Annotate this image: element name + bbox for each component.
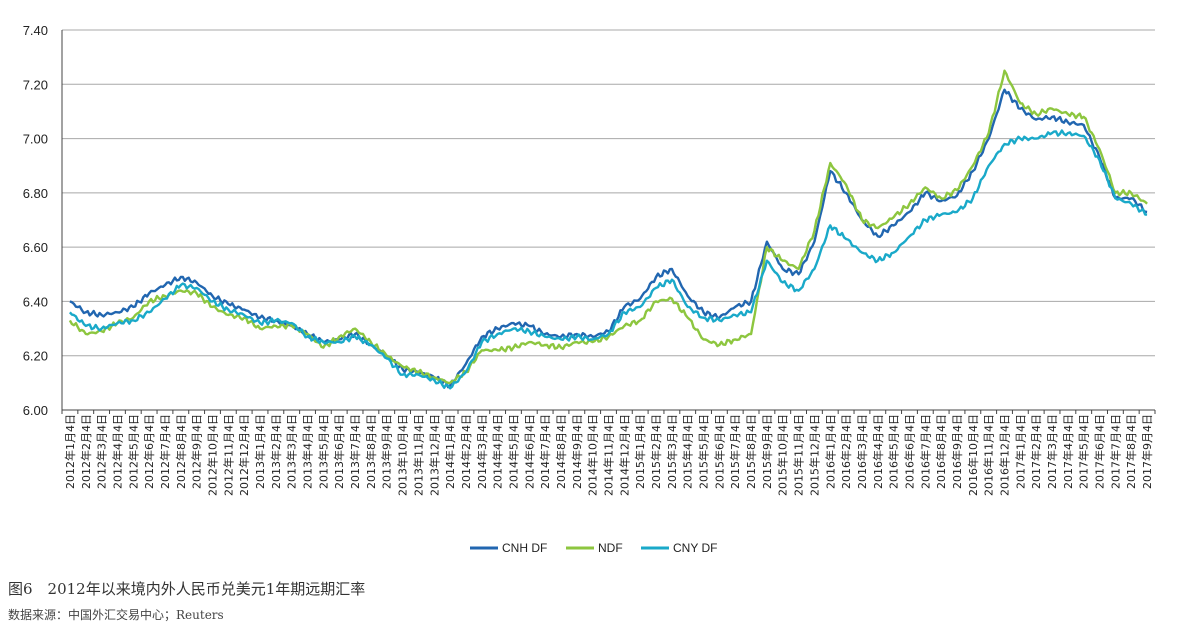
x-axis: 2012年1月4日 2012年2月4日 2012年3月4日 2012年4月4日 2012… <box>61 30 1156 496</box>
x-tick-label: 2015年6月4日 <box>712 414 726 489</box>
figure-caption: 图6 2012年以来境内外人民币兑美元1年期远期汇率 <box>8 580 366 598</box>
series-line-cny-df <box>68 129 1148 390</box>
legend-label: NDF <box>598 541 623 555</box>
x-tick-label: 2016年9月4日 <box>950 414 964 489</box>
x-tick-label: 2016年8月4日 <box>934 414 948 489</box>
legend-label: CNY DF <box>673 541 717 555</box>
y-axis: 6.00 6.20 6.40 6.60 6.80 7.00 7.20 7.40 <box>23 23 48 418</box>
x-tick-label: 2012年5月4日 <box>126 414 140 489</box>
x-tick-label: 2015年4月4日 <box>681 414 695 489</box>
x-tick-label: 2012年8月4日 <box>174 414 188 489</box>
x-tick-label: 2014年5月4日 <box>506 414 520 489</box>
x-tick-label: 2012年6月4日 <box>142 414 156 489</box>
x-tick-label: 2015年7月4日 <box>728 414 742 489</box>
x-tick-label: 2016年6月4日 <box>902 414 916 489</box>
x-tick-label: 2012年2月4日 <box>79 414 93 489</box>
x-tick-label: 2015年11月4日 <box>792 414 806 496</box>
x-tick-label: 2016年3月4日 <box>855 414 869 489</box>
series-line-cnh-df <box>69 88 1148 389</box>
x-tick-label: 2016年5月4日 <box>887 414 901 489</box>
x-tick-label: 2013年6月4日 <box>332 414 346 489</box>
gridlines <box>62 29 1155 411</box>
x-tick-label: 2013年9月4日 <box>380 414 394 489</box>
x-tick-label: 2016年7月4日 <box>918 414 932 489</box>
y-tick-label: 7.00 <box>23 132 48 147</box>
x-tick-label: 2013年12月4日 <box>427 414 441 496</box>
x-tick-label: 2014年11月4日 <box>602 414 616 496</box>
x-tick-label: 2014年7月4日 <box>538 414 552 489</box>
x-tick-label: 2014年9月4日 <box>570 414 584 489</box>
x-tick-label: 2014年2月4日 <box>459 414 473 489</box>
x-tick-label: 2014年4月4日 <box>491 414 505 489</box>
x-tick-label: 2012年7月4日 <box>158 414 172 489</box>
x-tick-label: 2013年3月4日 <box>285 414 299 489</box>
x-tick-label: 2016年1月4日 <box>823 414 837 489</box>
x-tick-label: 2017年8月4日 <box>1124 414 1138 489</box>
x-tick-label: 2012年10月4日 <box>205 414 219 496</box>
y-tick-label: 6.80 <box>23 186 48 201</box>
x-tick-label: 2017年7月4日 <box>1108 414 1122 489</box>
x-tick-label: 2013年1月4日 <box>253 414 267 489</box>
x-tick-label: 2013年8月4日 <box>364 414 378 489</box>
x-tick-label: 2016年4月4日 <box>871 414 885 489</box>
x-tick-label: 2017年9月4日 <box>1140 414 1154 489</box>
x-tick-label: 2014年12月4日 <box>617 414 631 496</box>
x-tick-label: 2012年11月4日 <box>221 414 235 496</box>
y-tick-label: 6.60 <box>23 240 48 255</box>
x-tick-label: 2013年5月4日 <box>316 414 330 489</box>
x-tick-label: 2015年12月4日 <box>807 414 821 496</box>
x-tick-label: 2012年1月4日 <box>63 414 77 489</box>
series-lines <box>68 69 1148 390</box>
y-tick-label: 6.00 <box>23 403 48 418</box>
y-tick-label: 6.40 <box>23 294 48 309</box>
x-tick-label: 2012年3月4日 <box>95 414 109 489</box>
x-tick-label: 2012年12月4日 <box>237 414 251 496</box>
legend: CNH DF NDF CNY DF <box>470 541 717 555</box>
x-tick-label: 2014年6月4日 <box>522 414 536 489</box>
x-tick-label: 2015年5月4日 <box>697 414 711 489</box>
x-tick-label: 2012年9月4日 <box>190 414 204 489</box>
x-tick-label: 2015年10月4日 <box>776 414 790 496</box>
x-tick-label: 2014年8月4日 <box>554 414 568 489</box>
y-tick-label: 7.20 <box>23 77 48 92</box>
x-tick-label: 2016年12月4日 <box>998 414 1012 496</box>
x-tick-label: 2017年3月4日 <box>1045 414 1059 489</box>
y-tick-label: 7.40 <box>23 23 48 38</box>
legend-label: CNH DF <box>502 541 547 555</box>
x-tick-label: 2017年1月4日 <box>1013 414 1027 489</box>
x-tick-label: 2015年8月4日 <box>744 414 758 489</box>
figure-source: 数据来源：中国外汇交易中心；Reuters <box>8 608 224 622</box>
y-tick-label: 6.20 <box>23 349 48 364</box>
x-tick-label: 2015年1月4日 <box>633 414 647 489</box>
x-tick-label: 2015年3月4日 <box>665 414 679 489</box>
x-tick-label: 2015年9月4日 <box>760 414 774 489</box>
x-tick-label: 2013年11月4日 <box>411 414 425 496</box>
x-tick-label: 2016年10月4日 <box>966 414 980 496</box>
x-tick-label: 2017年2月4日 <box>1029 414 1043 489</box>
x-tick-label: 2017年6月4日 <box>1093 414 1107 489</box>
x-tick-label: 2013年10月4日 <box>396 414 410 496</box>
x-tick-label: 2015年2月4日 <box>649 414 663 489</box>
x-tick-label: 2017年4月4日 <box>1061 414 1075 489</box>
x-tick-label: 2013年4月4日 <box>301 414 315 489</box>
x-tick-label: 2014年10月4日 <box>586 414 600 496</box>
x-tick-label: 2016年11月4日 <box>982 414 996 496</box>
x-tick-label: 2013年7月4日 <box>348 414 362 489</box>
x-tick-label: 2016年2月4日 <box>839 414 853 489</box>
x-tick-label: 2012年4月4日 <box>110 414 124 489</box>
series-line-ndf <box>68 69 1148 385</box>
x-tick-label: 2013年2月4日 <box>269 414 283 489</box>
x-tick-label: 2017年5月4日 <box>1077 414 1091 489</box>
x-tick-label: 2014年3月4日 <box>475 414 489 489</box>
x-tick-label: 2014年1月4日 <box>443 414 457 489</box>
line-chart: 6.00 6.20 6.40 6.60 6.80 7.00 7.20 7.40 2012年1月… <box>23 23 1156 555</box>
